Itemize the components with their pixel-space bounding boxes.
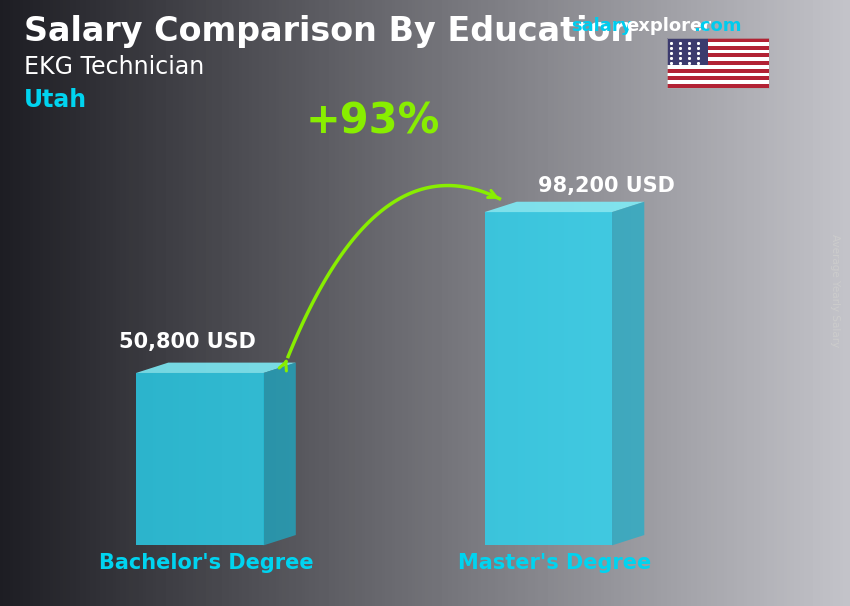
FancyBboxPatch shape [667,68,769,73]
Polygon shape [612,202,644,545]
Text: .com: .com [693,17,741,35]
Text: Average Yearly Salary: Average Yearly Salary [830,235,840,347]
Polygon shape [136,373,264,545]
FancyBboxPatch shape [667,50,769,53]
FancyBboxPatch shape [667,42,769,46]
FancyBboxPatch shape [667,65,769,68]
FancyBboxPatch shape [667,53,769,58]
FancyBboxPatch shape [667,73,769,76]
Text: Salary Comparison By Education: Salary Comparison By Education [24,15,634,48]
Polygon shape [264,362,296,545]
Text: 50,800 USD: 50,800 USD [118,331,256,351]
Text: EKG Technician: EKG Technician [24,55,204,79]
FancyBboxPatch shape [667,76,769,80]
Text: Master's Degree: Master's Degree [458,553,651,573]
Polygon shape [484,212,612,545]
FancyBboxPatch shape [667,38,769,42]
FancyBboxPatch shape [667,46,769,50]
Polygon shape [136,362,296,373]
Text: 98,200 USD: 98,200 USD [538,176,676,196]
Polygon shape [484,202,644,212]
Text: +93%: +93% [305,101,439,143]
FancyBboxPatch shape [667,80,769,84]
Text: Bachelor's Degree: Bachelor's Degree [99,553,314,573]
Text: explorer: explorer [626,17,711,35]
Text: Utah: Utah [24,88,87,112]
FancyBboxPatch shape [667,61,769,65]
FancyBboxPatch shape [667,58,769,61]
FancyBboxPatch shape [667,84,769,88]
Text: salary: salary [571,17,632,35]
FancyBboxPatch shape [667,38,708,65]
